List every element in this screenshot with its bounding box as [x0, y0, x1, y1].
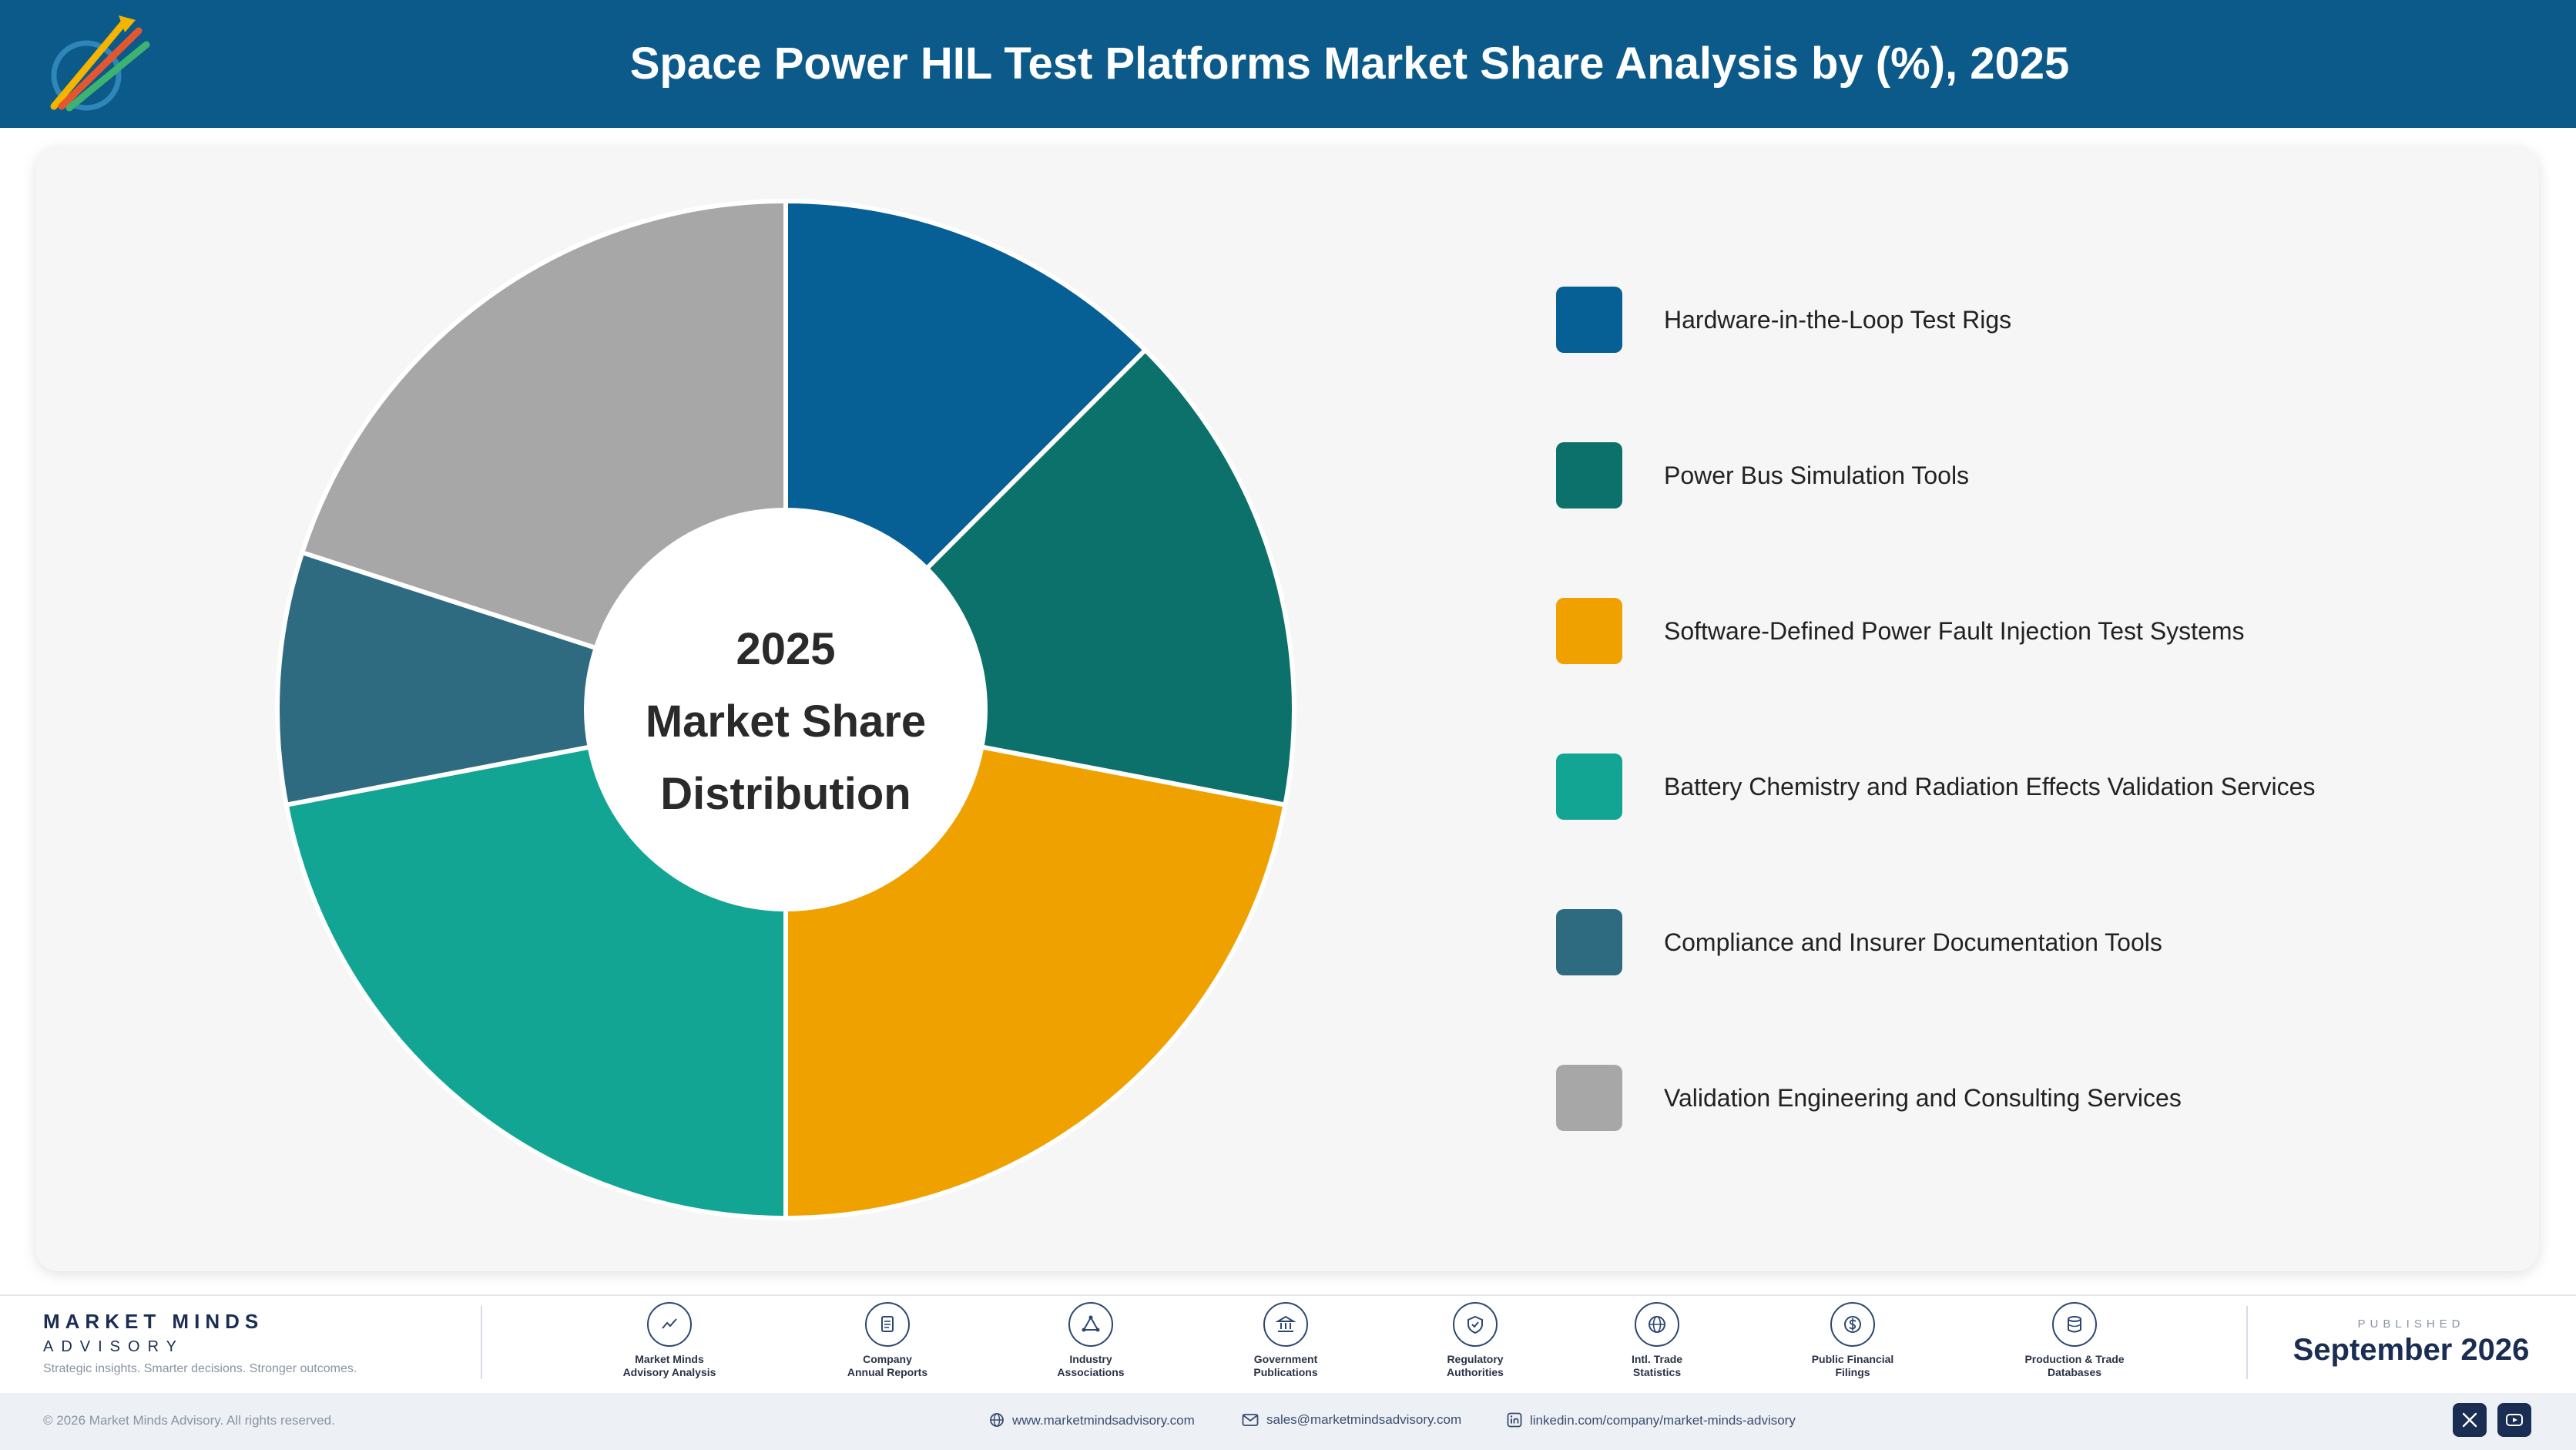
source-item: Public Financial Filings — [1768, 1302, 1937, 1379]
published-date: September 2026 — [2293, 1333, 2530, 1367]
source-label: Company Annual Reports — [803, 1353, 972, 1379]
footer-divider — [481, 1306, 482, 1379]
building-icon — [1263, 1302, 1308, 1347]
source-label-line2: Associations — [1057, 1366, 1125, 1378]
source-label: Production & Trade Databases — [1990, 1353, 2159, 1379]
linkedin-icon — [1507, 1412, 1522, 1428]
youtube-social-button[interactable] — [2497, 1403, 2531, 1437]
source-label-line2: Annual Reports — [847, 1366, 928, 1378]
source-label-line2: Filings — [1835, 1366, 1870, 1378]
legend-item: Hardware-in-the-Loop Test Rigs — [1556, 287, 2480, 353]
document-icon — [865, 1302, 910, 1347]
source-label: Public Financial Filings — [1768, 1353, 1937, 1379]
legend-item: Validation Engineering and Consulting Se… — [1556, 1065, 2480, 1131]
source-label: Market Minds Advisory Analysis — [585, 1353, 754, 1379]
source-label: Regulatory Authorities — [1390, 1353, 1560, 1379]
legend-label: Power Bus Simulation Tools — [1664, 462, 1970, 489]
company-logo — [50, 15, 150, 112]
legend-swatch — [1556, 287, 1622, 353]
source-label-line1: Government — [1253, 1353, 1318, 1365]
source-label-line2: Authorities — [1447, 1366, 1504, 1378]
source-label: Industry Associations — [1006, 1353, 1176, 1379]
center-label-year: 2025 — [736, 624, 835, 674]
source-label: Government Publications — [1201, 1353, 1370, 1379]
source-item: Production & Trade Databases — [1990, 1302, 2159, 1379]
donut-slice-5 — [275, 549, 787, 808]
source-label-line1: Intl. Trade — [1631, 1353, 1683, 1365]
published-label: PUBLISHED — [2357, 1317, 2465, 1331]
legend-item: Software-Defined Power Fault Injection T… — [1556, 598, 2480, 664]
source-item: Market Minds Advisory Analysis — [585, 1302, 754, 1379]
linkedin-link[interactable]: linkedin.com/company/market-minds-adviso… — [1507, 1412, 1796, 1428]
source-label-line2: Statistics — [1632, 1366, 1682, 1378]
email-link[interactable]: sales@marketmindsadvisory.com — [1242, 1412, 1461, 1428]
website-text: www.marketmindsadvisory.com — [1012, 1413, 1195, 1428]
donut-hole — [584, 508, 988, 911]
globe-icon — [990, 1413, 1004, 1427]
legend-label: Hardware-in-the-Loop Test Rigs — [1664, 306, 2012, 334]
youtube-icon — [2506, 1414, 2523, 1426]
header-bar: Space Power HIL Test Platforms Market Sh… — [0, 0, 2576, 128]
x-icon — [2462, 1412, 2477, 1428]
source-item: Government Publications — [1201, 1302, 1370, 1379]
center-label-line2: Market Share — [646, 696, 926, 747]
source-item: Company Annual Reports — [803, 1302, 972, 1379]
source-label: Intl. Trade Statistics — [1572, 1353, 1742, 1379]
legend-swatch — [1556, 598, 1622, 664]
donut-chart: 2025 Market Share Distribution — [275, 201, 1294, 1218]
legend-swatch — [1556, 442, 1622, 509]
legend-label: Validation Engineering and Consulting Se… — [1664, 1084, 2182, 1112]
legend-label: Compliance and Insurer Documentation Too… — [1664, 928, 2162, 956]
source-label-line1: Market Minds — [635, 1353, 704, 1365]
source-label-line1: Company — [863, 1353, 912, 1365]
brand-name: MARKET MINDS — [43, 1310, 264, 1333]
source-item: Regulatory Authorities — [1390, 1302, 1560, 1379]
legend-item: Power Bus Simulation Tools — [1556, 442, 2480, 509]
legend-item: Battery Chemistry and Radiation Effects … — [1556, 754, 2480, 820]
source-label-line1: Industry — [1069, 1353, 1112, 1365]
center-label-line3: Distribution — [660, 769, 911, 819]
source-label-line2: Databases — [2047, 1366, 2102, 1378]
website-link[interactable]: www.marketmindsadvisory.com — [989, 1412, 1195, 1428]
shield-icon — [1453, 1302, 1498, 1347]
trend-icon — [647, 1302, 692, 1347]
source-item: Industry Associations — [1006, 1302, 1176, 1379]
legend-swatch — [1556, 909, 1622, 975]
x-social-button[interactable] — [2453, 1403, 2487, 1437]
source-label-line1: Production & Trade — [2024, 1353, 2125, 1365]
legend-swatch — [1556, 1065, 1622, 1131]
email-text: sales@marketmindsadvisory.com — [1266, 1412, 1462, 1427]
network-icon — [1068, 1302, 1113, 1347]
globe-icon — [1635, 1302, 1679, 1347]
source-item: Intl. Trade Statistics — [1572, 1302, 1742, 1379]
source-label-line2: Publications — [1253, 1366, 1318, 1378]
source-label-line1: Regulatory — [1447, 1353, 1504, 1365]
source-label-line2: Advisory Analysis — [622, 1366, 716, 1378]
page-title: Space Power HIL Test Platforms Market Sh… — [629, 39, 2070, 89]
source-label-line1: Public Financial — [1811, 1353, 1894, 1365]
bottom-bar — [0, 1393, 2576, 1450]
copyright-text: © 2026 Market Minds Advisory. All rights… — [43, 1413, 335, 1428]
database-icon — [2052, 1302, 2097, 1347]
legend-label: Software-Defined Power Fault Injection T… — [1664, 617, 2245, 645]
legend-swatch — [1556, 754, 1622, 820]
linkedin-text: linkedin.com/company/market-minds-adviso… — [1530, 1413, 1796, 1428]
footer-divider — [2246, 1306, 2248, 1379]
legend-label: Battery Chemistry and Radiation Effects … — [1664, 773, 2316, 801]
brand-tagline: Strategic insights. Smarter decisions. S… — [43, 1362, 357, 1375]
mail-icon — [1242, 1414, 1259, 1426]
legend-item: Compliance and Insurer Documentation Too… — [1556, 909, 2480, 975]
brand-subtitle: ADVISORY — [43, 1338, 184, 1355]
dollar-icon — [1830, 1302, 1875, 1347]
